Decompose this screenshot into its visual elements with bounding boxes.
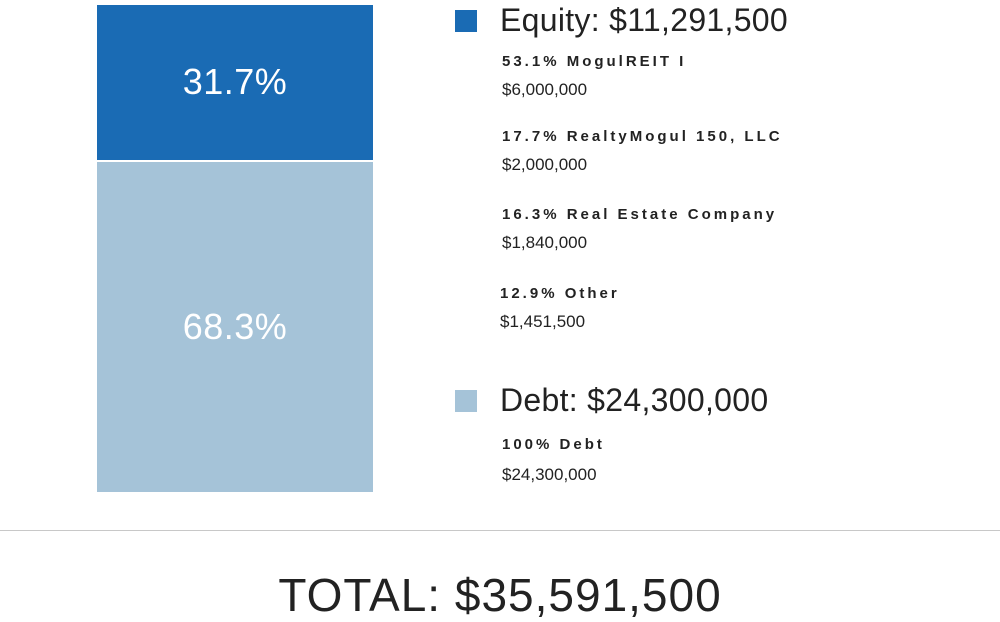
legend-debt: Debt: $24,300,000	[455, 382, 768, 419]
debt-legend-title: Debt: $24,300,000	[500, 382, 769, 418]
bar-segment-debt: 68.3%	[97, 159, 373, 492]
equity-item-label: 12.9% Other	[500, 285, 620, 302]
equity-item-value: $1,840,000	[502, 233, 588, 252]
equity-item: 16.3% Real Estate Company $1,840,000	[502, 206, 777, 253]
stacked-bar: 31.7% 68.3%	[97, 5, 373, 492]
equity-item: 17.7% RealtyMogul 150, LLC $2,000,000	[502, 128, 783, 175]
debt-item-label: 100% Debt	[502, 436, 605, 453]
equity-item-value: $1,451,500	[500, 312, 586, 331]
divider	[0, 530, 1000, 531]
legend-equity: Equity: $11,291,500	[455, 2, 788, 39]
equity-item: 53.1% MogulREIT I $6,000,000	[502, 53, 686, 100]
equity-item-value: $2,000,000	[502, 155, 588, 174]
equity-item-value: $6,000,000	[502, 80, 588, 99]
equity-legend-title: Equity: $11,291,500	[500, 2, 788, 38]
debt-item: 100% Debt $24,300,000	[502, 436, 605, 485]
equity-item-label: 16.3% Real Estate Company	[502, 206, 778, 223]
equity-item-label: 17.7% RealtyMogul 150, LLC	[502, 128, 783, 145]
bar-segment-equity: 31.7%	[97, 5, 373, 160]
equity-item-label: 53.1% MogulREIT I	[502, 53, 687, 70]
equity-swatch	[455, 9, 477, 32]
bar-segment-label: 31.7%	[182, 61, 288, 103]
bar-segment-label: 68.3%	[182, 305, 288, 347]
total-label: TOTAL: $35,591,500	[278, 569, 722, 621]
debt-swatch	[455, 389, 477, 412]
debt-item-value: $24,300,000	[502, 465, 597, 484]
equity-item: 12.9% Other $1,451,500	[500, 285, 620, 332]
